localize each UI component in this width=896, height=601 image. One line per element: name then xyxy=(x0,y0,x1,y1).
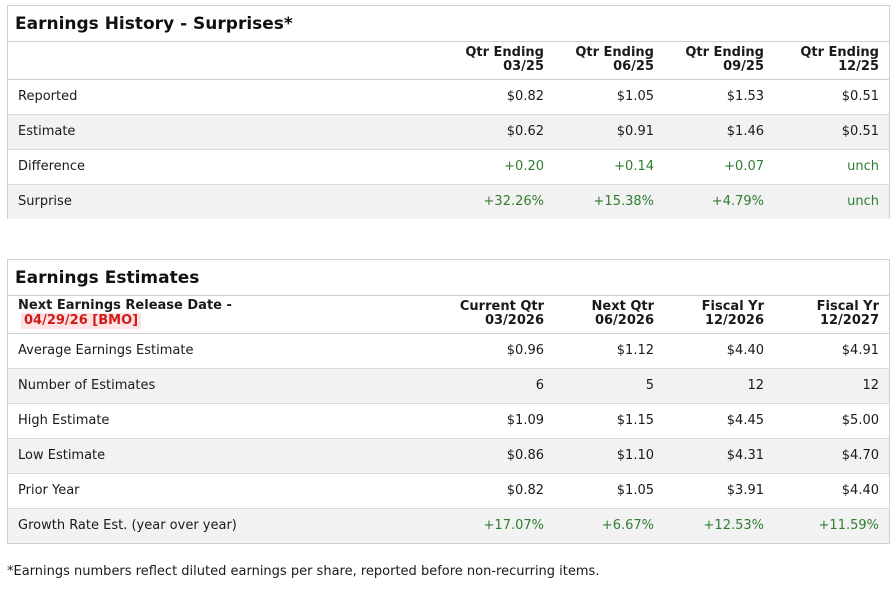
table-row-prior-year: Prior Year $0.82 $1.05 $3.91 $4.40 xyxy=(8,473,889,509)
cell-value: 12 xyxy=(664,368,774,404)
next-release-date-badge: 04/29/26 [BMO] xyxy=(21,313,142,330)
next-release-label: Next Earnings Release Date - xyxy=(18,298,232,314)
row-label: Number of Estimates xyxy=(8,368,334,404)
cell-value: $0.96 xyxy=(334,333,554,369)
row-label: High Estimate xyxy=(8,403,334,439)
cell-value: $4.31 xyxy=(664,438,774,474)
column-header-fiscal-yr-2026: Fiscal Yr 12/2026 xyxy=(664,296,774,334)
column-header-line2: 03/25 xyxy=(503,59,544,75)
table-row-number-of-estimates: Number of Estimates 6 5 12 12 xyxy=(8,368,889,404)
column-header-fiscal-yr-2027: Fiscal Yr 12/2027 xyxy=(774,296,889,334)
column-header-qtr-03-25: Qtr Ending 03/25 xyxy=(334,42,554,80)
cell-value: $0.51 xyxy=(774,79,889,115)
earnings-estimates-title: Earnings Estimates xyxy=(8,260,889,296)
cell-value: $0.91 xyxy=(554,114,664,150)
cell-value: unch xyxy=(774,149,889,185)
column-header-qtr-12-25: Qtr Ending 12/25 xyxy=(774,42,889,80)
cell-value: 6 xyxy=(334,368,554,404)
table-row-estimate: Estimate $0.62 $0.91 $1.46 $0.51 xyxy=(8,114,889,150)
earnings-history-table: Qtr Ending 03/25 Qtr Ending 06/25 Qtr En… xyxy=(8,42,889,219)
table-row-average-estimate: Average Earnings Estimate $0.96 $1.12 $4… xyxy=(8,333,889,369)
row-label: Prior Year xyxy=(8,473,334,509)
cell-value: $0.51 xyxy=(774,114,889,150)
row-label: Growth Rate Est. (year over year) xyxy=(8,508,334,543)
cell-value: $1.46 xyxy=(664,114,774,150)
cell-value: $4.70 xyxy=(774,438,889,474)
cell-value: $1.10 xyxy=(554,438,664,474)
row-label: Estimate xyxy=(8,114,334,150)
table-row-growth-rate: Growth Rate Est. (year over year) +17.07… xyxy=(8,508,889,543)
cell-value: $4.91 xyxy=(774,333,889,369)
column-header-line1: Fiscal Yr xyxy=(816,299,879,315)
row-label: Difference xyxy=(8,149,334,185)
cell-value: +32.26% xyxy=(334,184,554,219)
cell-value: $1.53 xyxy=(664,79,774,115)
cell-value: $1.05 xyxy=(554,79,664,115)
table-header-row: Qtr Ending 03/25 Qtr Ending 06/25 Qtr En… xyxy=(8,42,889,80)
cell-value: unch xyxy=(774,184,889,219)
table-row-high-estimate: High Estimate $1.09 $1.15 $4.45 $5.00 xyxy=(8,403,889,439)
column-header-current-qtr: Current Qtr 03/2026 xyxy=(334,296,554,334)
cell-value: $1.05 xyxy=(554,473,664,509)
row-label: Reported xyxy=(8,79,334,115)
cell-value: +17.07% xyxy=(334,508,554,543)
column-header-line1: Qtr Ending xyxy=(800,45,879,61)
row-label: Low Estimate xyxy=(8,438,334,474)
table-row-low-estimate: Low Estimate $0.86 $1.10 $4.31 $4.70 xyxy=(8,438,889,474)
cell-value: $1.09 xyxy=(334,403,554,439)
column-header-line1: Current Qtr xyxy=(459,299,544,315)
cell-value: $3.91 xyxy=(664,473,774,509)
earnings-estimates-panel: Earnings Estimates Next Earnings Release… xyxy=(7,259,890,544)
column-header-line2: 12/2027 xyxy=(819,313,879,329)
table-row-surprise: Surprise +32.26% +15.38% +4.79% unch xyxy=(8,184,889,219)
cell-value: $0.86 xyxy=(334,438,554,474)
column-header-next-qtr: Next Qtr 06/2026 xyxy=(554,296,664,334)
cell-value: $5.00 xyxy=(774,403,889,439)
earnings-history-title: Earnings History - Surprises* xyxy=(8,6,889,42)
column-header-line1: Fiscal Yr xyxy=(701,299,764,315)
cell-value: +0.07 xyxy=(664,149,774,185)
cell-value: $4.40 xyxy=(664,333,774,369)
column-header-line2: 06/25 xyxy=(613,59,654,75)
cell-value: $0.82 xyxy=(334,79,554,115)
row-label: Average Earnings Estimate xyxy=(8,333,334,369)
cell-value: +6.67% xyxy=(554,508,664,543)
next-release-header: Next Earnings Release Date - 04/29/26 [B… xyxy=(8,296,334,334)
cell-value: +15.38% xyxy=(554,184,664,219)
column-header-line1: Qtr Ending xyxy=(685,45,764,61)
cell-value: +0.14 xyxy=(554,149,664,185)
table-row-reported: Reported $0.82 $1.05 $1.53 $0.51 xyxy=(8,79,889,115)
cell-value: $0.62 xyxy=(334,114,554,150)
earnings-history-panel: Earnings History - Surprises* Qtr Ending… xyxy=(7,5,890,219)
footnote: *Earnings numbers reflect diluted earnin… xyxy=(7,564,600,579)
cell-value: 5 xyxy=(554,368,664,404)
cell-value: +4.79% xyxy=(664,184,774,219)
cell-value: $4.45 xyxy=(664,403,774,439)
column-header-line2: 09/25 xyxy=(723,59,764,75)
cell-value: $4.40 xyxy=(774,473,889,509)
column-header-line2: 03/2026 xyxy=(484,313,544,329)
cell-value: +12.53% xyxy=(664,508,774,543)
cell-value: +11.59% xyxy=(774,508,889,543)
cell-value: 12 xyxy=(774,368,889,404)
cell-value: $1.15 xyxy=(554,403,664,439)
column-header-label xyxy=(8,42,334,80)
column-header-line1: Qtr Ending xyxy=(465,45,544,61)
column-header-line2: 06/2026 xyxy=(594,313,654,329)
table-header-row: Next Earnings Release Date - 04/29/26 [B… xyxy=(8,296,889,334)
cell-value: $1.12 xyxy=(554,333,664,369)
cell-value: $0.82 xyxy=(334,473,554,509)
table-row-difference: Difference +0.20 +0.14 +0.07 unch xyxy=(8,149,889,185)
column-header-line2: 12/25 xyxy=(838,59,879,75)
column-header-line2: 12/2026 xyxy=(704,313,764,329)
earnings-estimates-table: Next Earnings Release Date - 04/29/26 [B… xyxy=(8,296,889,543)
column-header-qtr-09-25: Qtr Ending 09/25 xyxy=(664,42,774,80)
row-label: Surprise xyxy=(8,184,334,219)
column-header-line1: Next Qtr xyxy=(591,299,655,315)
column-header-line1: Qtr Ending xyxy=(575,45,654,61)
cell-value: +0.20 xyxy=(334,149,554,185)
column-header-qtr-06-25: Qtr Ending 06/25 xyxy=(554,42,664,80)
